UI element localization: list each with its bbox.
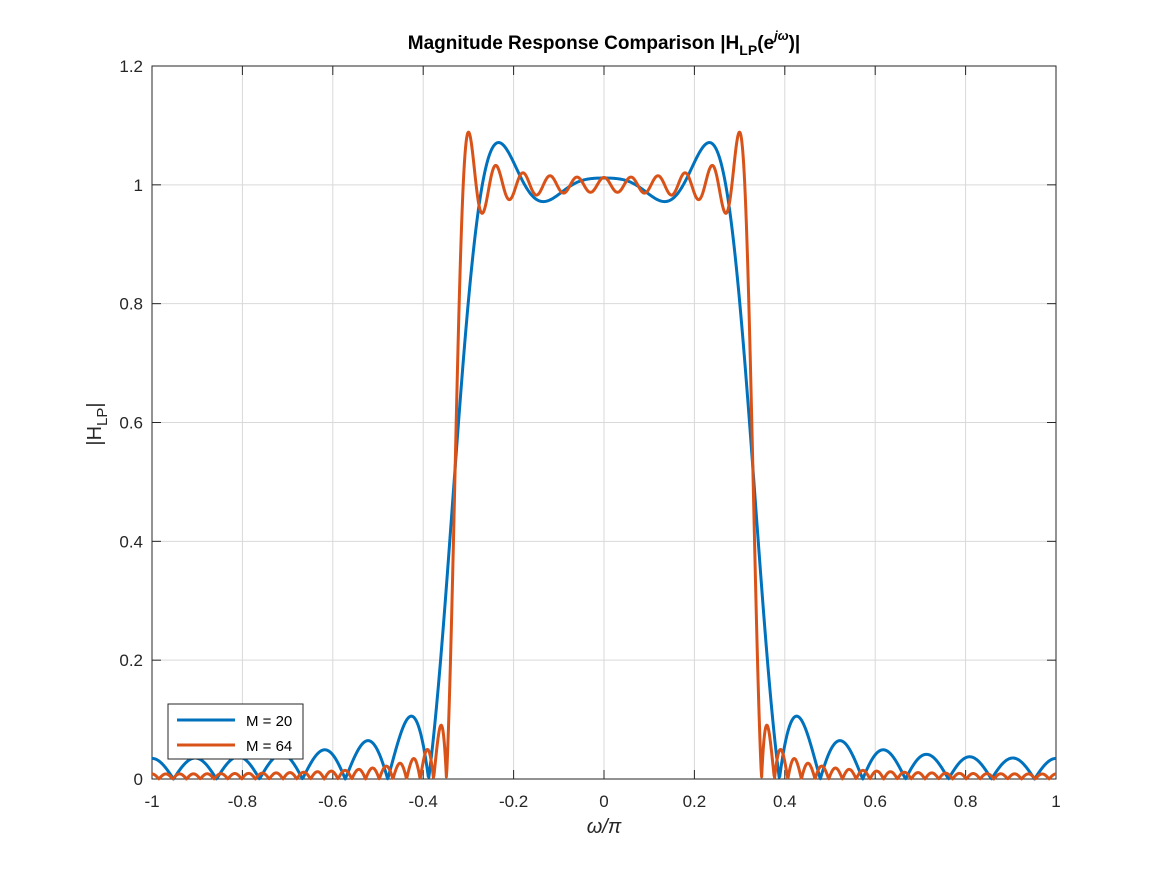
- x-axis-label: ω/π: [587, 816, 622, 838]
- x-tick-label: 0.2: [683, 792, 707, 811]
- x-tick-label: 0.6: [863, 792, 887, 811]
- x-tick-labels: -1 -0.8 -0.6 -0.4 -0.2 0 0.2 0.4 0.6 0.8 1: [144, 792, 1060, 811]
- y-tick-labels: 0 0.2 0.4 0.6 0.8 1 1.2: [119, 57, 143, 789]
- y-tick-label: 0.4: [119, 532, 143, 551]
- x-tick-label: 0.8: [954, 792, 978, 811]
- y-tick-label: 1.2: [119, 57, 143, 76]
- chart-title: Magnitude Response Comparison |HLP(ejω)|: [408, 28, 800, 58]
- series-line-m64: [151, 130, 1057, 781]
- legend-box: [167, 703, 304, 760]
- series-lines: [151, 130, 1057, 781]
- x-tick-label: -0.2: [499, 792, 528, 811]
- x-tick-label: 1: [1051, 792, 1060, 811]
- legend: M = 20 M = 64: [167, 703, 304, 760]
- y-tick-label: 0.6: [119, 414, 143, 433]
- x-tick-label: 0: [599, 792, 608, 811]
- x-tick-label: -0.4: [409, 792, 438, 811]
- y-tick-label: 0: [134, 770, 143, 789]
- x-tick-label: -0.6: [318, 792, 347, 811]
- legend-label-m64: M = 64: [246, 738, 292, 755]
- y-tick-label: 0.8: [119, 295, 143, 314]
- y-tick-label: 0.2: [119, 651, 143, 670]
- y-axis-label: |HLP|: [84, 402, 111, 445]
- legend-label-m20: M = 20: [246, 713, 292, 730]
- x-tick-label: -1: [144, 792, 159, 811]
- x-tick-label: 0.4: [773, 792, 797, 811]
- x-tick-label: -0.8: [228, 792, 257, 811]
- y-tick-label: 1: [134, 176, 143, 195]
